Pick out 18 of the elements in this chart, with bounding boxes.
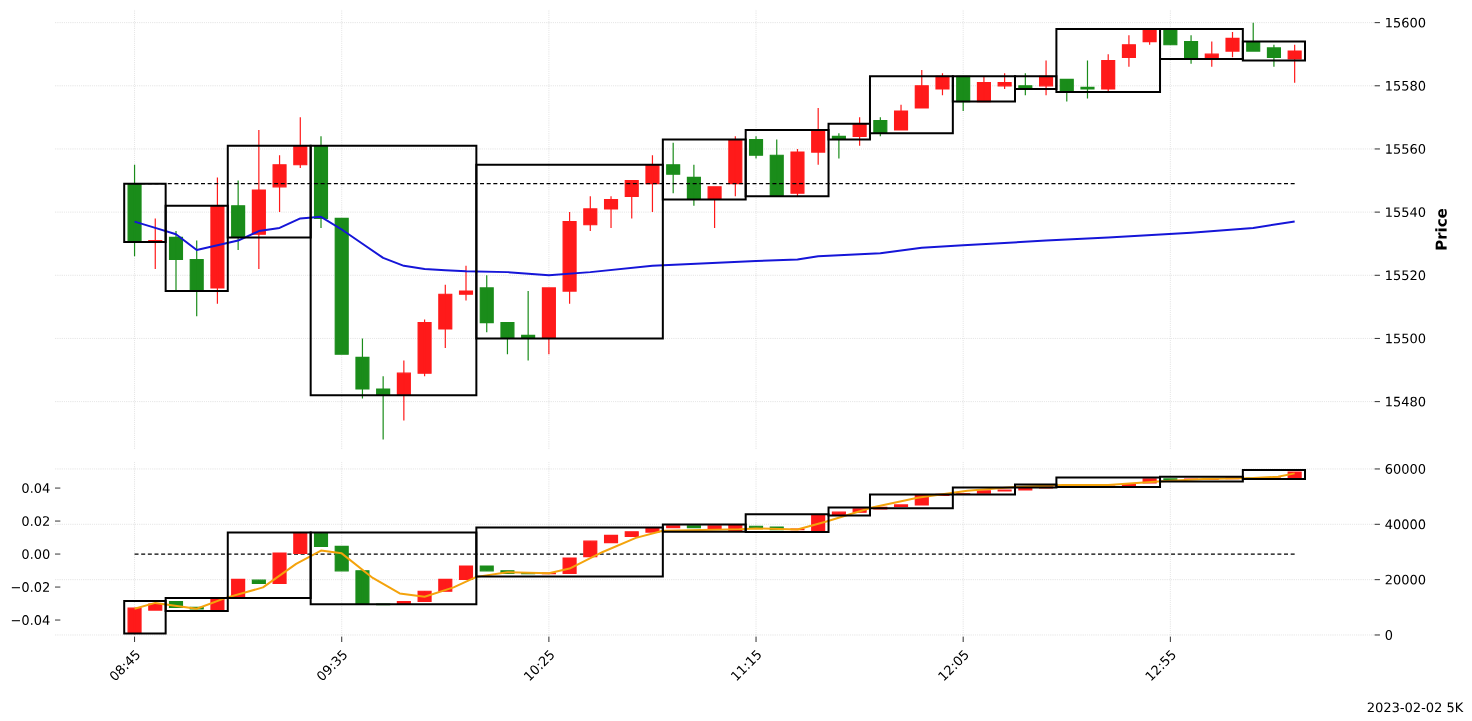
- y-axis-title: Price: [1435, 208, 1447, 250]
- text: 2023-02-02 5K: [1367, 702, 1464, 713]
- y-tick-label: 0.04: [22, 483, 50, 493]
- y-tick-label: −0.02: [11, 582, 49, 592]
- y-tick-label: −0.04: [11, 615, 50, 625]
- y-tick-label: 15580: [1386, 80, 1426, 91]
- y-tick-label: 15480: [1386, 396, 1426, 407]
- y-tick-label: 15520: [1386, 270, 1426, 281]
- y2-tick-label: 40000: [1385, 519, 1426, 530]
- y-tick-label: 15540: [1386, 207, 1426, 218]
- y2-tick-label: 60000: [1385, 464, 1426, 474]
- y-tick-label: 15500: [1386, 333, 1426, 344]
- y-tick-label: 15600: [1386, 17, 1426, 28]
- y2-tick-label: 0: [1385, 630, 1393, 640]
- y2-tick-label: 20000: [1385, 574, 1426, 585]
- y-tick-label: 0.02: [22, 516, 49, 526]
- y-tick-label: 0.00: [22, 549, 50, 559]
- y-tick-label: 15560: [1386, 144, 1426, 154]
